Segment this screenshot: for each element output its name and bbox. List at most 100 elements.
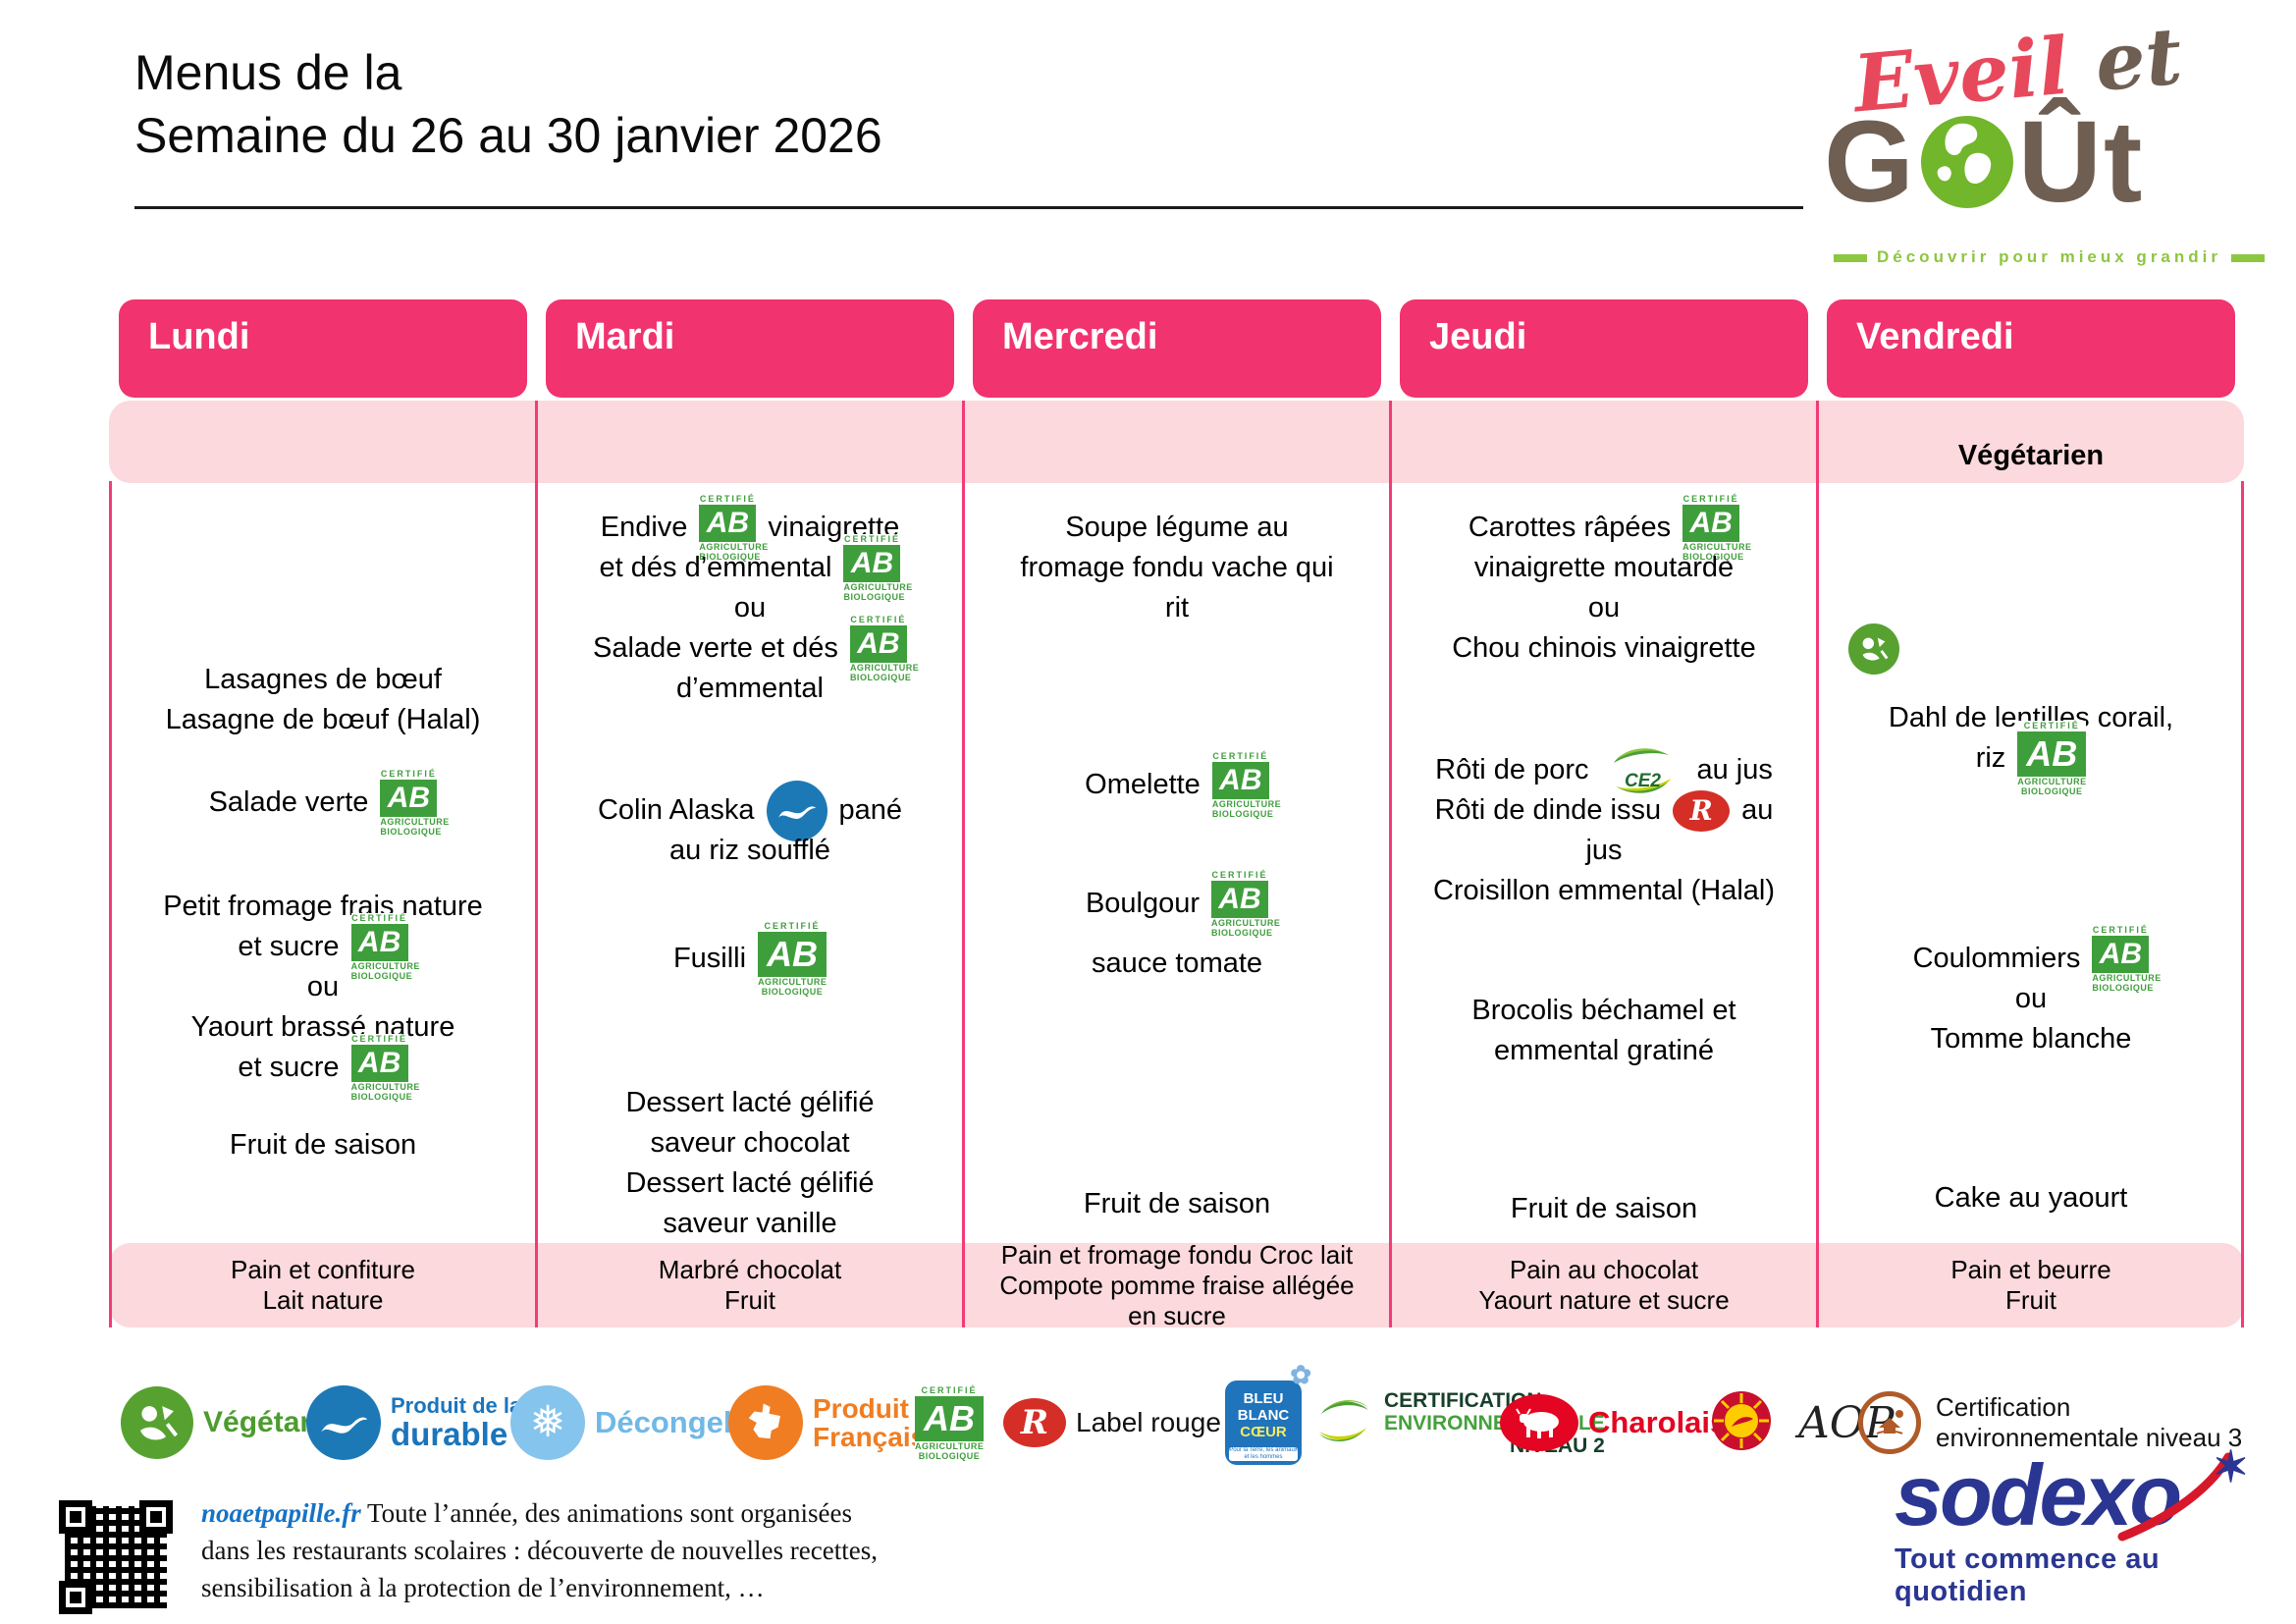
- menu-line: Salade verte et dés: [593, 632, 838, 664]
- gouter-line: en sucre: [1128, 1300, 1226, 1330]
- gouter-line: Lait nature: [262, 1285, 384, 1315]
- gouter-line: Pain et confiture: [231, 1255, 415, 1284]
- menu-item: Fruit de saison: [1402, 1189, 1806, 1229]
- menu-line: Omelette: [1085, 769, 1201, 800]
- menu-line: au jus: [1696, 754, 1773, 785]
- menu-item: Salade verte CERTIFIÉ AB AGRICULTURE BIOLOGI…: [121, 769, 525, 837]
- gouter-line: Marbré chocolat: [658, 1255, 842, 1284]
- legend-label: Français: [813, 1422, 927, 1452]
- column-jeudi: Carottes râpées CERTIFIÉ AB AGRICULTURE BIOL…: [1400, 483, 1808, 1243]
- menu-line: Colin Alaska: [597, 794, 755, 826]
- ab-bio-icon: CERTIFIÉ AB AGRICULTURE BIOLOGIQUE: [699, 494, 769, 562]
- gouter-vendredi: Pain et beurre Fruit: [1827, 1243, 2235, 1327]
- menu-line: Soupe légume au: [1065, 512, 1289, 543]
- menu-line: Petit fromage frais nature: [163, 891, 483, 922]
- divider-line: [109, 481, 112, 1327]
- divider-line: [2241, 481, 2244, 1327]
- ab-bio-icon: CERTIFIÉ AB AGRICULTURE BIOLOGIQUE: [915, 1384, 985, 1461]
- sodexo-star-icon: ✶: [2213, 1443, 2249, 1491]
- gouter-mardi: Marbré chocolat Fruit: [546, 1243, 954, 1327]
- legend-charolais: Charolais: [1500, 1382, 1727, 1463]
- menu-line: Fruit de saison: [1083, 1188, 1271, 1219]
- legend-label-rouge: R Label rouge: [1003, 1382, 1221, 1463]
- menu-line: Rôti de dinde issu: [1434, 794, 1662, 826]
- menu-line: Cake au yaourt: [1934, 1182, 2128, 1214]
- legend-certification-niveau3: Certification environnementale niveau 3: [1936, 1382, 2242, 1463]
- menu-item: Petit fromage frais nature et sucre CERTI…: [121, 887, 525, 1102]
- msc-sustainable-fish-icon: [766, 780, 828, 841]
- globe-icon: [1920, 116, 2013, 208]
- gouter-line: Compote pomme fraise allégée: [999, 1270, 1355, 1300]
- menu-line: Endive: [600, 512, 688, 543]
- menu-item: Fruit de saison: [121, 1125, 525, 1165]
- ab-bio-icon: CERTIFIÉ AB AGRICULTURE BIOLOGIQUE: [2092, 925, 2162, 993]
- column-mardi: Endive CERTIFIÉ AB AGRICULTURE BIOLOGIQUE vin…: [546, 483, 954, 1243]
- footer-line1: noaetpapille.fr Toute l’année, des anima…: [201, 1494, 878, 1532]
- menu-item: Fusilli CERTIFIÉ AB AGRICULTURE BIOLOGIQUE: [548, 921, 952, 997]
- website-link[interactable]: noaetpapille.fr: [201, 1498, 361, 1528]
- menu-line: et sucre: [238, 1052, 340, 1083]
- logo-tagline: Découvrir pour mieux grandir: [1824, 247, 2246, 267]
- ab-bio-icon: CERTIFIÉ AB AGRICULTURE BIOLOGIQUE: [849, 615, 920, 682]
- legend-label: CERTIFICATION: [1384, 1388, 1542, 1412]
- divider-line: [535, 401, 538, 1327]
- menu-line: ou: [733, 592, 767, 623]
- menu-line: ou: [306, 971, 340, 1002]
- eveil-et-gout-logo: Eveil et G Ût Découvrir pour mieux grand…: [1824, 10, 2246, 284]
- bbc-subtitle: Pour la Terre, les animaux et les hommes: [1229, 1447, 1298, 1461]
- menu-line: vinaigrette moutarde: [1473, 552, 1735, 583]
- gouter-line: Pain et fromage fondu Croc lait: [1000, 1239, 1354, 1270]
- label-rouge-letter: R: [1689, 794, 1713, 827]
- legend-decongele: ❅ Décongelé: [510, 1382, 749, 1463]
- menu-item: Fruit de saison: [975, 1184, 1379, 1224]
- gouter-line: Yaourt nature et sucre: [1478, 1285, 1730, 1315]
- menu-line: Tomme blanche: [1930, 1023, 2132, 1055]
- bbc-line: BLANC: [1237, 1407, 1290, 1424]
- gouter-line: Fruit: [2005, 1285, 2056, 1315]
- legend-hve-badge: [1858, 1382, 1921, 1463]
- legend-mer-durable: Produit de la mer durable: [306, 1382, 567, 1463]
- divider-line: [962, 401, 965, 1327]
- gouter-mercredi: Pain et fromage fondu Croc lait Compote …: [973, 1239, 1381, 1330]
- menu-item: Coulommiers CERTIFIÉ AB AGRICULTURE BIOLOGIQ…: [1829, 925, 2233, 1059]
- gouter-line: Pain et beurre: [1950, 1255, 2111, 1284]
- column-lundi: Lasagnes de bœuf Lasagne de bœuf (Halal)…: [119, 483, 527, 1243]
- leaves-icon: [1313, 1394, 1374, 1452]
- hve-icon: [1858, 1391, 1921, 1454]
- menu-line: Coulommiers: [1912, 943, 2081, 974]
- cow-icon: [1500, 1394, 1578, 1451]
- snowflake-icon: ❅: [510, 1385, 585, 1460]
- menu-line: Dessert lacté gélifié: [625, 1167, 875, 1199]
- vegetarian-icon: [121, 1386, 193, 1459]
- menu-line: Dessert lacté gélifié: [625, 1087, 875, 1118]
- menu-item: Boulgour CERTIFIÉ AB AGRICULTURE BIOLOGIQUE: [975, 870, 1379, 938]
- legend-label: Label rouge: [1076, 1407, 1221, 1437]
- ab-bio-icon: CERTIFIÉ AB AGRICULTURE BIOLOGIQUE: [350, 1034, 420, 1102]
- label-rouge-icon: R: [1673, 789, 1731, 832]
- menu-line: au: [1741, 794, 1774, 826]
- sodexo-wordmark: sodexo ✶: [1895, 1443, 2268, 1542]
- vegetarien-banner: Végétarien: [1957, 440, 2105, 471]
- menu-line: riz: [1975, 742, 2006, 774]
- legend-label: Produit: [813, 1392, 909, 1424]
- sodexo-text: sodexo: [1895, 1446, 2182, 1543]
- legend-bleu-blanc-coeur: ✿ BLEU BLANC CŒUR Pour la Terre, les ani…: [1225, 1362, 1311, 1465]
- ab-bio-icon: CERTIFIÉ AB AGRICULTURE BIOLOGIQUE: [2017, 721, 2087, 796]
- ab-bio-icon: CERTIFIÉ AB AGRICULTURE BIOLOGIQUE: [758, 921, 828, 997]
- top-band: [109, 401, 2244, 483]
- menu-line: pané: [838, 794, 903, 826]
- gouter-lundi: Pain et confiture Lait nature: [119, 1243, 527, 1327]
- legend-label: Charolais: [1588, 1405, 1728, 1439]
- menu-line: saveur vanille: [663, 1208, 837, 1239]
- menu-item: Omelette CERTIFIÉ AB AGRICULTURE BIOLOGIQUE: [975, 751, 1379, 819]
- logo-letter-g: G: [1824, 97, 1916, 227]
- day-header-lundi: Lundi: [119, 299, 527, 398]
- gouter-line: Pain au chocolat: [1509, 1255, 1699, 1284]
- sodexo-swoosh: [2117, 1452, 2233, 1542]
- divider-line: [1816, 401, 1819, 1327]
- legend-ab-bio: CERTIFIÉ AB AGRICULTURE BIOLOGIQUE: [915, 1382, 984, 1463]
- menu-item: Dessert lacté gélifié saveur chocolat De…: [548, 1083, 952, 1244]
- logo-et: et: [2063, 9, 2186, 112]
- ab-bio-icon: CERTIFIÉ AB AGRICULTURE BIOLOGIQUE: [380, 769, 450, 837]
- column-mercredi: Soupe légume au fromage fondu vache qui …: [973, 483, 1381, 1243]
